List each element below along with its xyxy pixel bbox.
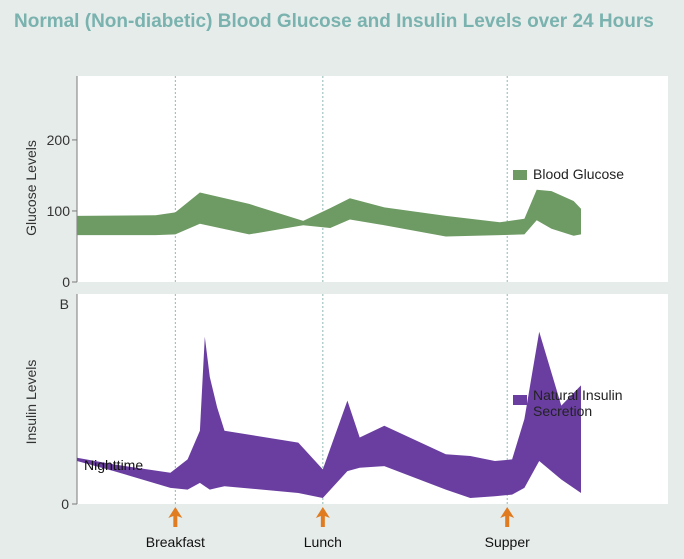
legend-swatch-glucose	[513, 170, 527, 180]
legend-label-insulin: Natural Insulin Secretion	[533, 387, 623, 419]
insulin-plot: 0B	[60, 294, 581, 512]
legend-swatch-insulin	[513, 395, 527, 405]
glucose-ytick-label-2: 200	[47, 132, 71, 148]
nighttime-annotation: Nighttime	[84, 457, 143, 473]
glucose-ytick-label-1: 100	[47, 203, 71, 219]
legend-label-insulin-line-1: Secretion	[533, 403, 592, 419]
glucose-plot: 0 100 200	[47, 76, 581, 290]
meal-label-breakfast: Breakfast	[146, 534, 205, 550]
insulin-ytick-label-0: 0	[61, 496, 69, 512]
glucose-panel	[77, 76, 668, 282]
insulin-band-series-0	[77, 331, 581, 498]
legend-label-glucose: Blood Glucose	[533, 166, 624, 182]
meal-arrow-lunch	[315, 507, 330, 527]
chart-title: Normal (Non-diabetic) Blood Glucose and …	[14, 11, 654, 32]
glucose-band-series-0	[77, 189, 581, 237]
insulin-ytick-label-1: B	[60, 296, 69, 312]
legend-label-insulin-line-0: Natural Insulin	[533, 387, 623, 403]
meal-arrow-breakfast	[168, 507, 183, 527]
glucose-axis-label: Glucose Levels	[23, 140, 39, 236]
glucose-ytick-label-0: 0	[62, 274, 70, 290]
meal-label-lunch: Lunch	[304, 534, 342, 550]
meal-arrow-supper	[500, 507, 515, 527]
meal-markers: Breakfast Lunch Supper	[146, 507, 530, 550]
meal-label-supper: Supper	[485, 534, 530, 550]
insulin-axis-label: Insulin Levels	[23, 360, 39, 445]
